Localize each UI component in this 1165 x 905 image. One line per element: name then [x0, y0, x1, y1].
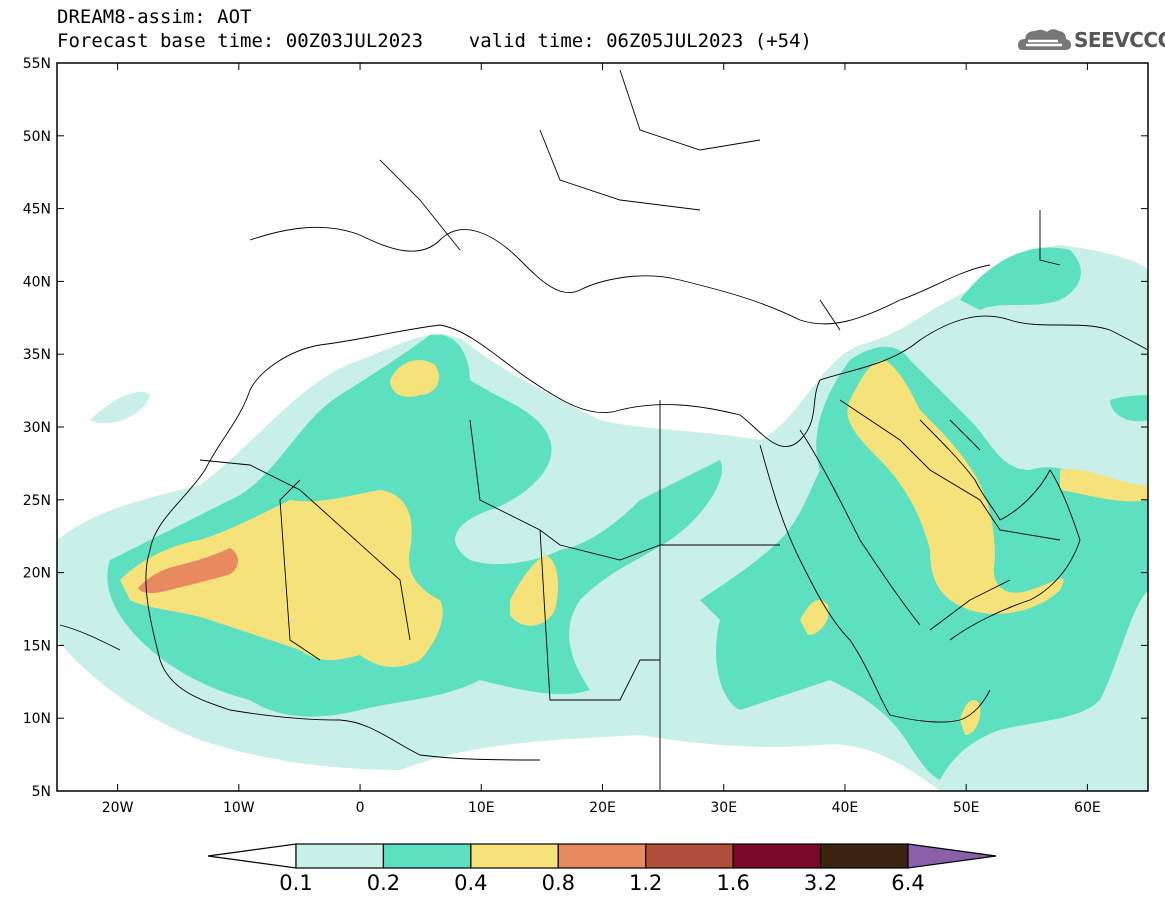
lat-label: 30N — [23, 420, 51, 436]
colorbar-segment — [645, 843, 734, 869]
lat-label: 50N — [23, 129, 51, 145]
forecast-time-subtitle: Forecast base time: 00Z03JUL2023 valid t… — [57, 30, 812, 52]
lat-label: 10N — [23, 711, 51, 727]
colorbar-label: 3.2 — [804, 871, 837, 895]
colorbar-segment — [819, 843, 909, 869]
lon-label: 0 — [356, 800, 365, 816]
longitude-axis: 20W 10W 0 10E 20E 30E 40E 50E 60E — [102, 63, 1101, 816]
lon-label: 60E — [1074, 800, 1101, 816]
lat-label: 25N — [23, 493, 51, 509]
lat-label: 35N — [23, 347, 51, 363]
colorbar-segment — [732, 843, 822, 869]
cloud-icon — [1018, 29, 1071, 50]
seevccc-logo: SEEVCCC — [1016, 24, 1165, 58]
colorbar-segment — [557, 843, 647, 869]
colorbar-label: 0.4 — [454, 871, 487, 895]
map-title: DREAM8-assim: AOT — [57, 6, 252, 28]
lon-label: 50E — [953, 800, 980, 816]
lon-label: 40E — [832, 800, 859, 816]
aot-field — [57, 245, 1148, 791]
lon-label: 10E — [468, 800, 495, 816]
logo-text: SEEVCCC — [1074, 28, 1165, 52]
colorbar: 0.1 0.2 0.4 0.8 1.2 1.6 3.2 6.4 — [207, 843, 997, 895]
coastlines-and-borders — [59, 69, 1148, 790]
lon-label: 20E — [589, 800, 616, 816]
latitude-axis: 5N 10N 15N 20N 25N 30N 35N 40N 45N 50N 55N — [23, 56, 1148, 800]
aot-level-0-4 — [120, 360, 1148, 735]
colorbar-label: 0.8 — [542, 871, 575, 895]
colorbar-label: 1.6 — [716, 871, 749, 895]
colorbar-label: 6.4 — [891, 871, 924, 895]
lat-label: 20N — [23, 566, 51, 582]
lat-label: 55N — [23, 56, 51, 72]
colorbar-label: 1.2 — [629, 871, 662, 895]
colorbar-segment — [295, 843, 385, 869]
lon-label: 20W — [102, 800, 134, 816]
lon-label: 10W — [223, 800, 255, 816]
colorbar-segment — [382, 843, 472, 869]
lat-label: 40N — [23, 274, 51, 290]
colorbar-label: 0.2 — [367, 871, 400, 895]
colorbar-segment — [470, 843, 559, 869]
lat-label: 45N — [23, 202, 51, 218]
lat-label: 5N — [32, 784, 51, 800]
aot-level-0-8 — [138, 548, 239, 594]
colorbar-low-triangle — [207, 843, 297, 869]
lon-label: 30E — [710, 800, 737, 816]
colorbar-high-triangle — [907, 843, 997, 869]
lat-label: 15N — [23, 638, 51, 654]
colorbar-label: 0.1 — [279, 871, 312, 895]
